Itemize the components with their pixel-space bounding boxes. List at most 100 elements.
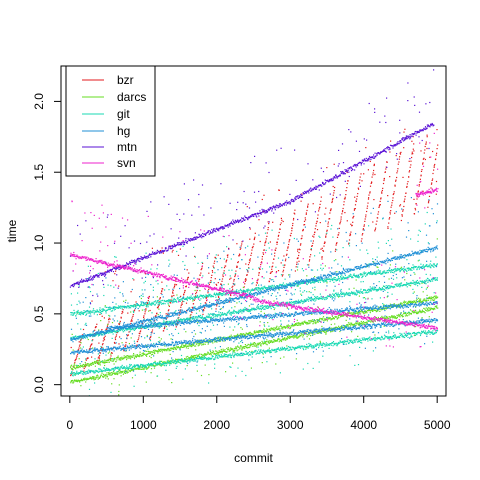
data-point-git (188, 319, 190, 321)
data-point-git (128, 328, 130, 331)
data-point-darcs (338, 325, 340, 327)
data-point-git (339, 342, 341, 344)
data-point-git (416, 334, 418, 336)
data-point-bzr (281, 275, 283, 277)
data-point-git (123, 366, 125, 368)
data-point-git (362, 292, 364, 294)
data-point-bzr (147, 303, 149, 305)
data-point-darcs (146, 367, 148, 369)
data-point-bzr (230, 294, 232, 297)
data-point-bzr (413, 143, 415, 145)
data-point-darcs (419, 309, 421, 311)
data-point-git (280, 274, 283, 276)
data-point-git (85, 358, 87, 360)
data-point-git (121, 364, 123, 366)
data-point-git (313, 282, 315, 284)
data-point-git (76, 336, 79, 338)
data-point-bzr (251, 249, 253, 251)
data-point-darcs (194, 354, 196, 357)
data-point-git (343, 292, 345, 294)
data-point-git (373, 337, 375, 339)
data-point-bzr (381, 192, 383, 194)
data-point-git (190, 357, 192, 359)
data-point-darcs (267, 322, 269, 324)
data-point-darcs (280, 340, 283, 343)
data-point-git (238, 355, 240, 357)
data-point-bzr (300, 200, 302, 202)
data-point-bzr (215, 308, 217, 310)
data-point-git (328, 347, 330, 349)
data-point-git (310, 343, 312, 345)
data-point-bzr (151, 329, 154, 331)
data-point-git (94, 310, 96, 312)
data-point-git (356, 293, 358, 295)
data-point-git (249, 310, 251, 312)
data-point-git (391, 293, 393, 295)
data-point-git (308, 300, 310, 302)
data-point-bzr (261, 258, 263, 260)
data-point-darcs (76, 379, 78, 381)
data-point-darcs (422, 301, 424, 303)
data-point-git (359, 338, 361, 340)
data-point-bzr (420, 170, 423, 172)
data-point-darcs (400, 266, 403, 268)
data-point-darcs (82, 379, 84, 381)
data-point-darcs (139, 368, 141, 370)
data-point-darcs (297, 285, 299, 287)
data-point-git (196, 364, 198, 366)
data-point-git (318, 298, 320, 300)
data-point-git (87, 312, 90, 314)
data-point-darcs (230, 348, 232, 350)
data-point-git (166, 360, 168, 362)
data-point-bzr (383, 177, 385, 180)
data-point-darcs (420, 310, 422, 312)
data-point-bzr (267, 221, 269, 223)
data-point-darcs (284, 337, 286, 339)
data-point-git (248, 267, 250, 269)
data-point-darcs (340, 328, 342, 330)
data-point-git (334, 343, 336, 345)
data-point-bzr (229, 278, 231, 280)
data-point-git (156, 363, 158, 365)
data-point-darcs (269, 340, 271, 342)
data-point-darcs (141, 368, 143, 370)
data-point-git (236, 355, 238, 357)
data-point-git (359, 290, 361, 292)
data-point-git (301, 300, 303, 302)
data-point-bzr (151, 247, 153, 249)
data-point-darcs (240, 345, 242, 347)
data-point-git (252, 353, 254, 355)
data-point-bzr (389, 211, 391, 213)
data-point-git (378, 288, 380, 290)
data-point-git (134, 366, 136, 368)
data-point-bzr (247, 271, 249, 273)
data-point-git (243, 308, 245, 310)
data-point-git (434, 278, 436, 280)
data-point-bzr (248, 259, 251, 261)
data-point-git (235, 311, 237, 313)
data-point-darcs (399, 267, 401, 269)
data-point-darcs (200, 374, 203, 377)
data-point-bzr (294, 213, 296, 215)
data-point-bzr (374, 230, 376, 232)
data-point-darcs (265, 330, 267, 332)
data-point-bzr (174, 280, 177, 282)
data-point-darcs (288, 274, 290, 276)
data-point-git (206, 316, 208, 318)
data-point-git (364, 338, 366, 340)
data-point-darcs (261, 340, 263, 342)
data-point-darcs (133, 358, 136, 360)
data-point-bzr (392, 199, 394, 202)
data-point-darcs (265, 343, 267, 345)
data-point-git (126, 367, 129, 369)
data-point-darcs (148, 351, 150, 353)
data-point-git (303, 346, 305, 348)
data-point-darcs (349, 323, 351, 325)
data-point-git (98, 311, 100, 313)
data-point-git (211, 357, 213, 359)
data-point-git (261, 351, 263, 353)
data-point-darcs (154, 350, 156, 352)
data-point-git (147, 348, 149, 350)
data-point-bzr (193, 299, 195, 301)
data-point-git (433, 332, 435, 334)
